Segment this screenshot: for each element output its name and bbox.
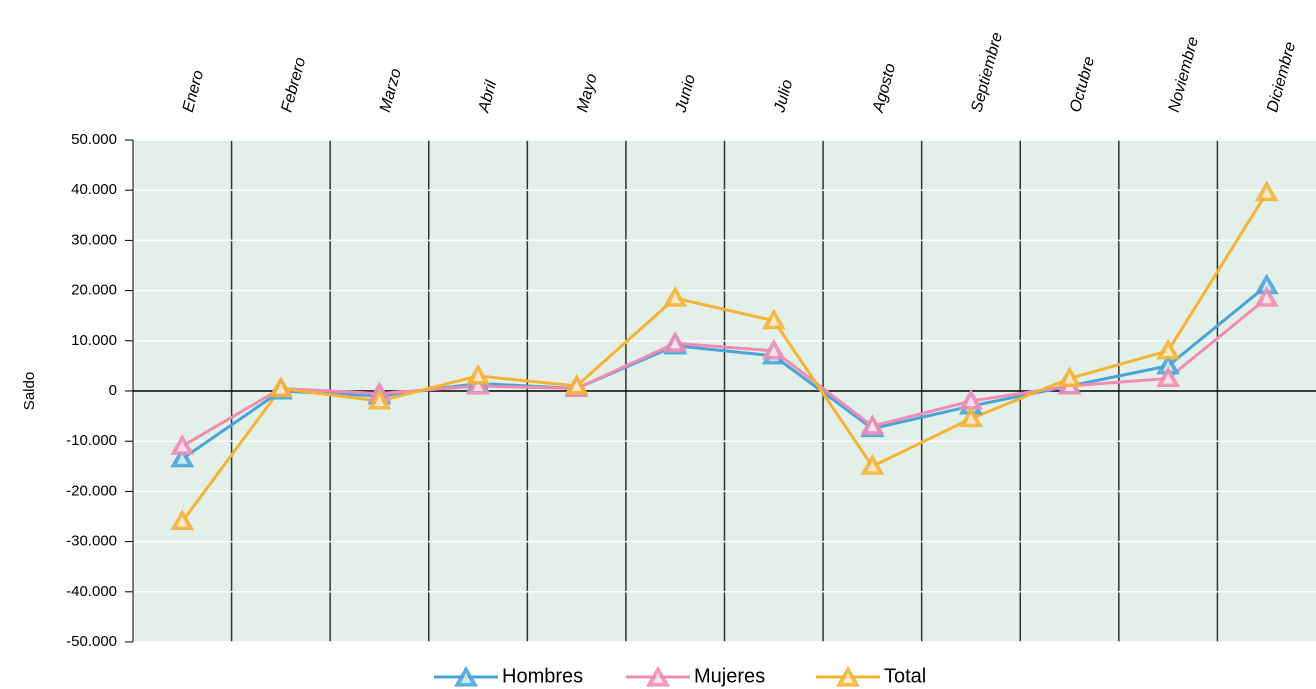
x-tick-label: Septiembre (968, 31, 1006, 115)
y-tick-label: -40.000 (66, 583, 117, 600)
x-tick-label: Julio (771, 78, 796, 115)
legend-label: Hombres (502, 665, 583, 687)
marker-highlight (461, 673, 471, 683)
x-tick-label: Febrero (278, 56, 309, 115)
marker-highlight (571, 380, 582, 391)
series-line (181, 296, 1268, 448)
x-tick-label: Octubre (1067, 55, 1098, 114)
marker-highlight (374, 396, 385, 407)
marker-highlight (843, 673, 853, 683)
marker-highlight (965, 413, 976, 424)
x-tick-label: Abril (475, 78, 500, 115)
y-tick-label: 30.000 (71, 231, 117, 248)
marker-highlight (670, 338, 681, 349)
marker-highlight (177, 453, 188, 464)
y-tick-label: -50.000 (66, 633, 117, 650)
legend-label: Mujeres (694, 665, 765, 687)
legend-marker (646, 666, 670, 687)
y-tick-label: -20.000 (66, 482, 117, 499)
marker-highlight (1163, 345, 1174, 356)
marker-highlight (1261, 187, 1272, 198)
x-tick-label: Mayo (574, 72, 601, 114)
legend-marker (454, 666, 478, 687)
marker-highlight (670, 293, 681, 304)
x-tick-label: Marzo (377, 67, 405, 114)
marker-highlight (768, 345, 779, 356)
marker-highlight (275, 383, 286, 394)
y-axis-label: Saldo (21, 372, 38, 410)
marker-highlight (1064, 373, 1075, 384)
y-tick-label: -10.000 (66, 432, 117, 449)
y-tick-label: 20.000 (71, 282, 117, 299)
x-tick-label: Diciembre (1264, 40, 1299, 114)
marker-highlight (965, 396, 976, 407)
series-line (181, 191, 1268, 523)
y-tick-label: 10.000 (71, 332, 117, 349)
marker-highlight (768, 315, 779, 326)
y-tick-label: 40.000 (71, 181, 117, 198)
y-tick-label: -30.000 (66, 533, 117, 550)
legend-label: Total (884, 665, 926, 687)
marker-highlight (1261, 280, 1272, 291)
x-tick-label: Agosto (870, 62, 900, 116)
marker-highlight (1163, 360, 1174, 371)
x-tick-label: Enero (180, 68, 208, 114)
marker-highlight (473, 370, 484, 381)
x-tick-label: Junio (672, 73, 699, 115)
marker-highlight (653, 673, 663, 683)
y-tick-label: 50.000 (71, 131, 117, 148)
marker-highlight (473, 380, 484, 391)
x-tick-label: Noviembre (1166, 35, 1202, 114)
marker-highlight (867, 461, 878, 472)
y-tick-label: 0 (109, 382, 117, 399)
marker-highlight (867, 421, 878, 432)
marker-highlight (177, 516, 188, 527)
series-line (181, 284, 1268, 461)
series-markers (170, 180, 1279, 531)
marker-highlight (1261, 293, 1272, 304)
legend-marker (836, 666, 860, 687)
marker-highlight (177, 441, 188, 452)
marker-highlight (1163, 373, 1174, 384)
